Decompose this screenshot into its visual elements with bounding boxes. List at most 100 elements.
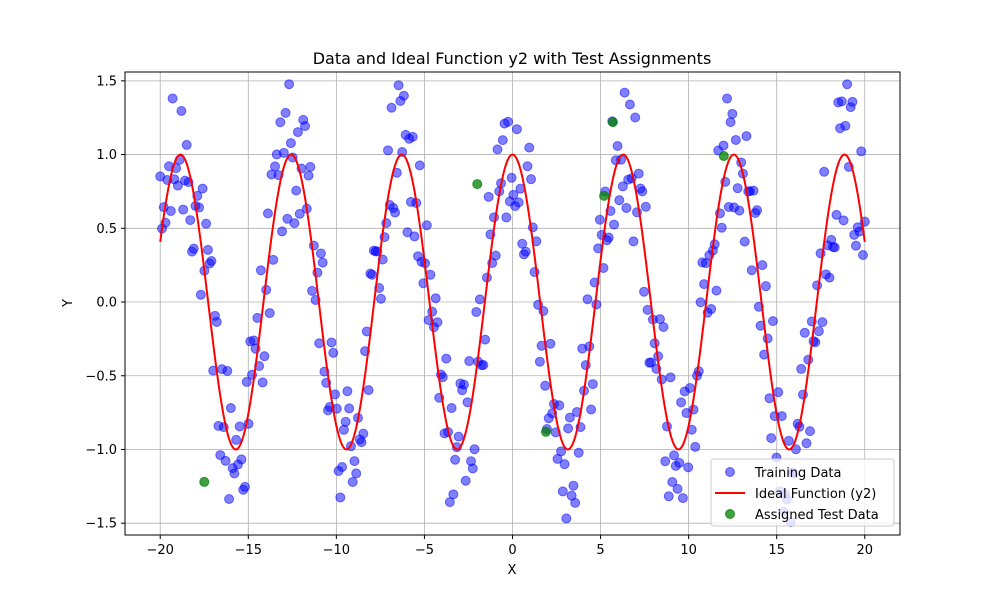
training-point	[561, 513, 572, 524]
training-point	[646, 357, 657, 368]
training-point	[441, 353, 452, 364]
y-tick-label: 1.5	[96, 74, 117, 89]
legend-label-ideal: Ideal Function (y2)	[755, 487, 876, 502]
training-point	[757, 260, 768, 271]
training-point	[637, 186, 648, 197]
training-point	[248, 335, 259, 346]
training-point	[375, 293, 386, 304]
training-point	[766, 433, 777, 444]
training-point	[856, 146, 867, 157]
training-point	[526, 174, 537, 185]
training-point	[282, 213, 293, 224]
training-data-series	[155, 79, 870, 528]
training-point	[838, 215, 849, 226]
training-point	[257, 377, 268, 388]
training-point	[188, 243, 199, 254]
training-point	[363, 385, 374, 396]
training-point	[619, 87, 630, 98]
training-point	[430, 293, 441, 304]
training-point	[540, 380, 551, 391]
training-point	[557, 486, 568, 497]
training-point	[277, 226, 288, 237]
training-point	[727, 108, 738, 119]
training-point	[349, 456, 360, 467]
x-tick-label: −10	[323, 543, 350, 558]
training-point	[836, 96, 847, 107]
training-point	[224, 494, 235, 505]
training-point	[819, 166, 830, 177]
training-point	[612, 140, 623, 151]
training-point	[556, 446, 567, 457]
training-point	[202, 244, 213, 255]
training-point	[573, 447, 584, 458]
training-point	[222, 365, 233, 376]
training-point	[829, 242, 840, 253]
training-point	[497, 135, 508, 146]
test-point	[199, 476, 210, 487]
training-point	[351, 468, 362, 479]
training-point	[752, 205, 763, 216]
training-point	[262, 208, 273, 219]
y-axis-label: Y	[61, 299, 76, 308]
training-point	[338, 424, 349, 435]
training-point	[582, 294, 593, 305]
training-point	[211, 316, 222, 327]
training-point	[640, 201, 651, 212]
training-point	[259, 351, 270, 362]
training-point	[520, 246, 531, 257]
training-point	[167, 93, 178, 104]
x-tick-label: 10	[680, 543, 697, 558]
training-point	[711, 285, 722, 296]
training-point	[617, 181, 628, 192]
training-point	[492, 144, 503, 155]
training-point	[220, 455, 231, 466]
training-point	[732, 183, 743, 194]
training-point	[390, 207, 401, 218]
training-point	[314, 338, 325, 349]
training-point	[674, 457, 685, 468]
training-point	[799, 327, 810, 338]
training-point	[409, 231, 420, 242]
training-point	[684, 382, 695, 393]
test-point	[540, 426, 551, 437]
training-point	[342, 386, 353, 397]
training-point	[706, 304, 717, 315]
training-point	[344, 403, 355, 414]
training-point	[181, 139, 192, 150]
training-point	[534, 356, 545, 367]
test-point	[599, 190, 610, 201]
training-point	[813, 326, 824, 337]
training-point	[660, 456, 671, 467]
training-point	[469, 444, 480, 455]
training-point	[842, 79, 853, 90]
training-point	[178, 204, 189, 215]
training-point	[358, 428, 369, 439]
training-point	[760, 281, 771, 292]
training-point	[460, 475, 471, 486]
training-point	[524, 142, 535, 153]
training-point	[501, 212, 512, 223]
training-point	[335, 492, 346, 503]
plot-data	[155, 79, 870, 528]
training-point	[586, 404, 597, 415]
test-point	[607, 117, 618, 128]
y-tick-label: −0.5	[85, 369, 117, 384]
training-point	[773, 387, 784, 398]
training-point	[741, 131, 752, 142]
training-point	[241, 376, 252, 387]
training-point	[347, 476, 358, 487]
training-point	[317, 257, 328, 268]
training-point	[554, 400, 565, 411]
training-point	[432, 317, 443, 328]
training-point	[284, 79, 295, 90]
assigned-test-data-series	[199, 117, 729, 487]
training-point	[231, 434, 242, 445]
training-point	[278, 147, 289, 158]
training-point	[587, 379, 598, 390]
x-tick-label: 5	[596, 543, 604, 558]
legend-label-test: Assigned Test Data	[755, 508, 879, 523]
training-point	[280, 107, 291, 118]
legend-marker-training	[725, 467, 735, 477]
training-point	[206, 256, 217, 267]
